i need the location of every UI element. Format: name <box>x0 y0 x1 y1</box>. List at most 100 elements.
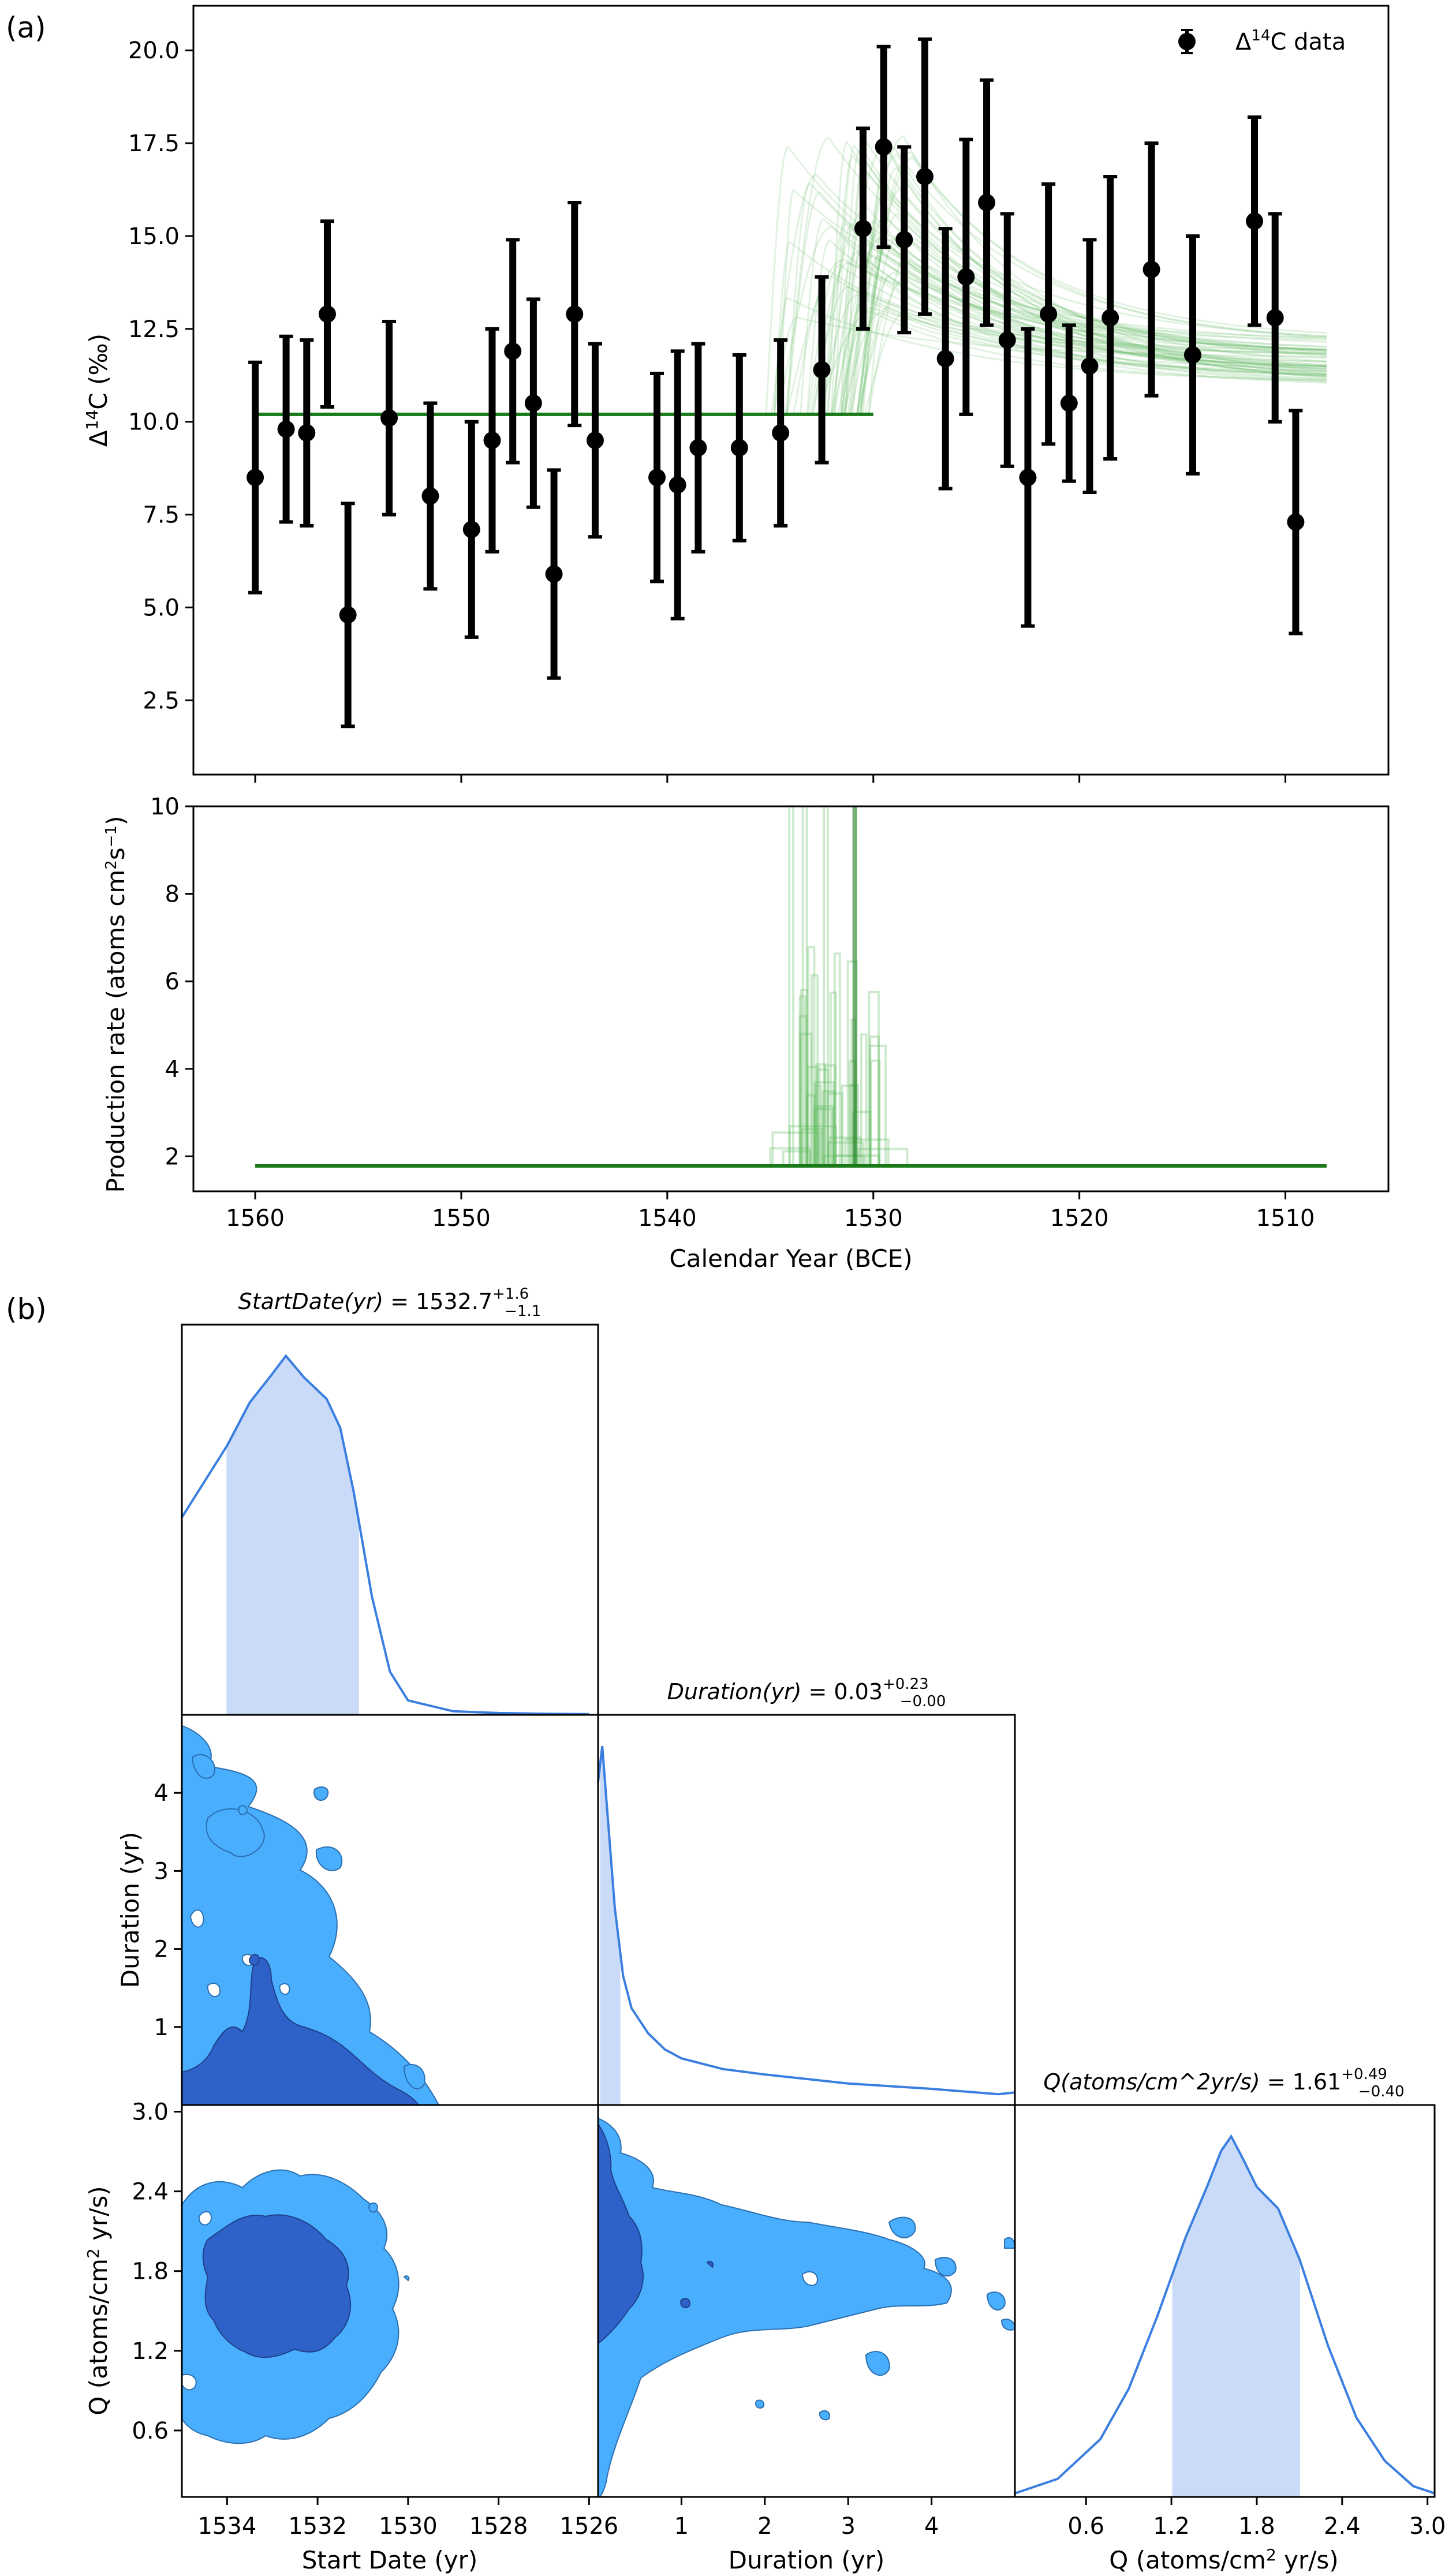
production-spike <box>788 806 795 1167</box>
model-sample-curve <box>765 145 1327 414</box>
y-tick-label: 12.5 <box>128 316 180 343</box>
model-sample-curve <box>786 259 1327 415</box>
production-spike <box>788 1125 837 1167</box>
data-point <box>1246 115 1264 327</box>
model-sample-curve <box>834 145 1327 414</box>
data-marker <box>1183 346 1201 364</box>
data-marker <box>1246 212 1264 230</box>
model-sample-curve <box>842 312 1327 415</box>
data-point <box>669 349 686 620</box>
data-point <box>1040 182 1058 446</box>
data-marker <box>1287 513 1305 531</box>
data-marker <box>247 469 264 487</box>
y-tick-label: 6 <box>165 969 180 995</box>
data-point <box>277 334 295 524</box>
production-spike <box>827 1141 865 1167</box>
production-x-label: Calendar Year (BCE) <box>669 1244 912 1273</box>
model-sample-curve <box>831 291 1327 415</box>
model-sample-curve <box>849 272 1327 415</box>
production-spike <box>813 1105 835 1167</box>
x-tick-label: 1510 <box>1256 1205 1315 1232</box>
kde-q-curve <box>1014 2134 1435 2498</box>
data-marker <box>772 424 790 442</box>
production-spike <box>798 1015 808 1167</box>
production-spike <box>801 1128 823 1167</box>
duration-y-label: Duration (yr) <box>116 1832 144 1988</box>
y-tick-label: 1 <box>154 2014 169 2041</box>
kde-line <box>181 1354 589 1715</box>
data-point <box>1081 238 1099 494</box>
data-point <box>957 137 975 416</box>
data-point <box>1142 141 1160 398</box>
data-point <box>916 37 934 316</box>
model-sample-curve <box>856 151 1327 414</box>
data-point <box>875 44 893 249</box>
data-marker <box>277 420 295 438</box>
production-spike <box>822 1090 835 1167</box>
duration-y-ticks: 1 2 3 4 <box>154 1780 182 2041</box>
data-marker <box>978 194 996 212</box>
model-sample-curve <box>857 213 1327 414</box>
production-spike <box>868 1044 887 1167</box>
kde-q-frame <box>1014 2104 1436 2498</box>
data-point <box>462 420 480 639</box>
y-tick-label: 2.4 <box>132 2179 169 2205</box>
delta14c-axes-frame <box>192 5 1390 776</box>
production-spike <box>810 974 819 1167</box>
data-marker <box>998 331 1016 349</box>
data-point <box>1019 327 1037 628</box>
model-sample-curve <box>771 174 1327 414</box>
x-tick-label: 2 <box>757 2513 772 2540</box>
q-x-label: Q (atoms/cm2 yr/s) <box>1109 2545 1338 2574</box>
data-point <box>1266 212 1284 424</box>
data-point <box>566 201 584 428</box>
inner-contour-region <box>182 1957 420 2105</box>
production-spike <box>798 995 806 1167</box>
data-point <box>586 342 604 539</box>
duration-x-label: Duration (yr) <box>729 2546 885 2574</box>
production-spike <box>844 1138 890 1167</box>
kde-duration: Duration(yr) = 0.03+0.23 −0.00 <box>597 1676 1016 2106</box>
data-point <box>524 297 542 509</box>
production-spike <box>801 806 808 1167</box>
production-spike <box>805 1094 816 1167</box>
data-marker <box>875 138 893 156</box>
model-sample-curve <box>860 167 1327 414</box>
production-spike <box>823 1154 865 1167</box>
data-marker <box>504 342 522 360</box>
x-tick-label: 0.6 <box>1067 2513 1104 2540</box>
model-sample-curve <box>860 189 1327 414</box>
kde-start-title: StartDate(yr) = 1532.7+1.6 −1.1 <box>238 1285 542 1320</box>
data-marker <box>669 476 686 494</box>
y-tick-label: 3.0 <box>132 2099 169 2126</box>
data-marker <box>380 409 398 427</box>
production-spike <box>815 1063 827 1167</box>
production-sample-spikes <box>769 806 909 1167</box>
model-sample-curve <box>817 294 1327 415</box>
data-marker <box>813 361 831 379</box>
x-tick-label: 2.4 <box>1324 2513 1361 2540</box>
credible-interval-fill <box>1172 2137 1300 2498</box>
production-spike <box>828 1136 862 1167</box>
legend-label: Δ14C data <box>1235 27 1346 55</box>
q-y-label: Q (atoms/cm2 yr/s) <box>84 2186 113 2415</box>
production-spike <box>857 1147 909 1167</box>
production-spike <box>800 989 808 1167</box>
data-point <box>730 353 748 543</box>
production-spike <box>816 1068 830 1167</box>
y-tick-label: 4 <box>154 1780 169 1807</box>
kde-duration-curve <box>597 1745 1015 2106</box>
model-sample-curve <box>793 275 1327 415</box>
data-point <box>1287 409 1305 635</box>
x-tick-label: 1540 <box>638 1205 697 1232</box>
production-spike <box>860 1033 868 1167</box>
x-tick-label: 3 <box>841 2513 855 2540</box>
y-tick-label: 20.0 <box>128 38 180 64</box>
data-marker <box>936 350 954 368</box>
x-tick-label: 1530 <box>844 1205 903 1232</box>
data-point <box>483 327 501 554</box>
production-spike <box>869 1035 880 1167</box>
kde-line <box>1014 2134 1435 2495</box>
start-date-x-ticks: 1534 1532 1530 1528 1526 <box>197 2497 618 2540</box>
